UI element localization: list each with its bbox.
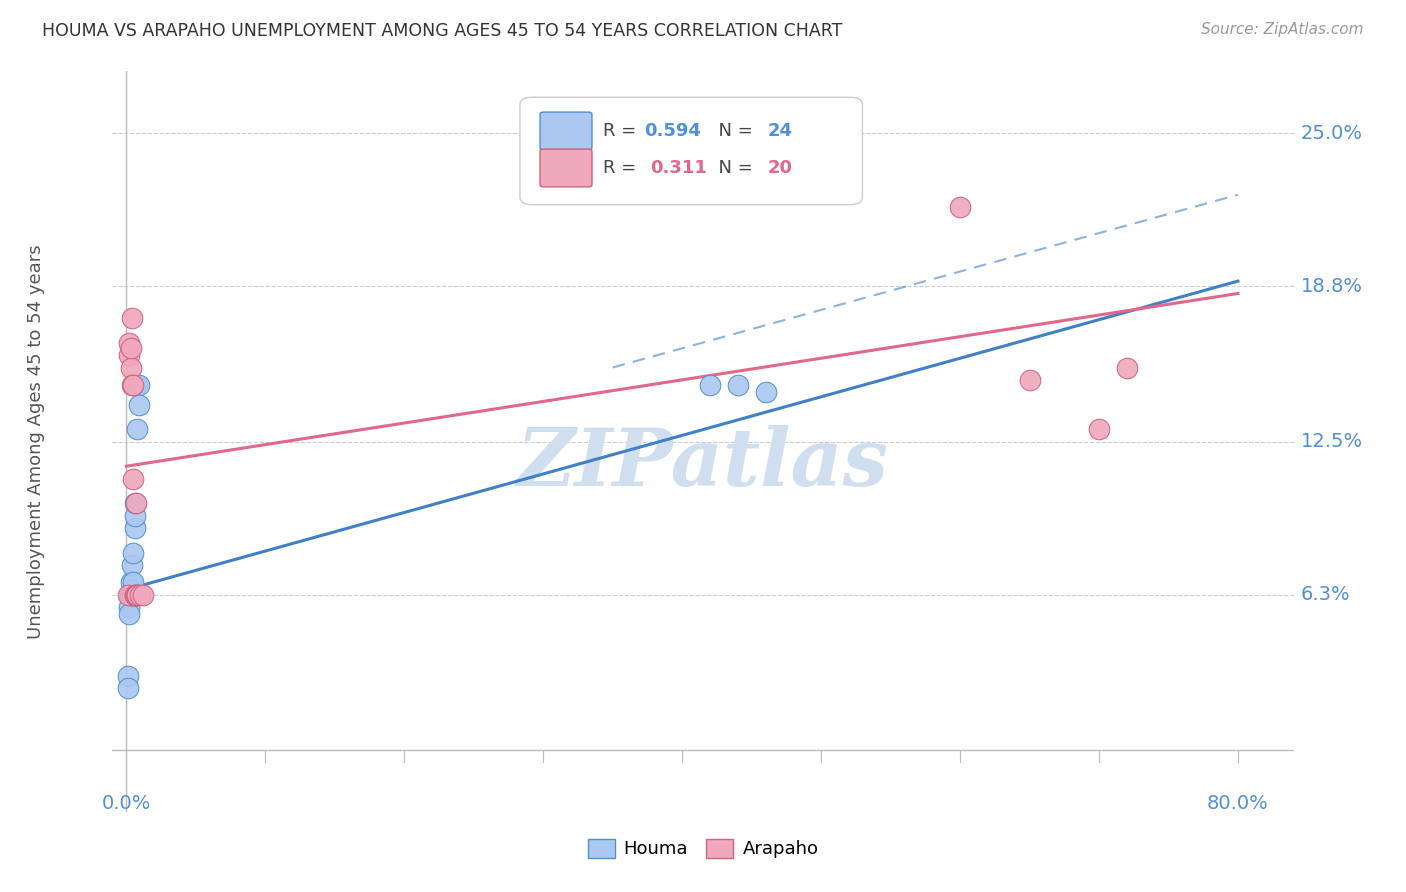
Text: 80.0%: 80.0% — [1208, 795, 1268, 814]
Point — [122, 472, 145, 486]
Legend: Houma, Arapaho: Houma, Arapaho — [581, 832, 825, 865]
Text: HOUMA VS ARAPAHO UNEMPLOYMENT AMONG AGES 45 TO 54 YEARS CORRELATION CHART: HOUMA VS ARAPAHO UNEMPLOYMENT AMONG AGES… — [42, 22, 842, 40]
Point — [118, 348, 141, 362]
Text: 18.8%: 18.8% — [1301, 277, 1362, 295]
Point — [124, 588, 146, 602]
Point — [129, 588, 152, 602]
Point — [949, 200, 972, 214]
Point — [1115, 360, 1137, 375]
Text: R =: R = — [603, 121, 641, 139]
Point — [754, 385, 776, 400]
Text: Unemployment Among Ages 45 to 54 years: Unemployment Among Ages 45 to 54 years — [27, 244, 45, 639]
Point — [132, 588, 155, 602]
FancyBboxPatch shape — [520, 97, 862, 204]
Point — [117, 588, 139, 602]
Point — [1018, 373, 1040, 387]
Point — [120, 575, 142, 590]
Point — [120, 360, 142, 375]
Point — [118, 599, 141, 614]
Point — [125, 496, 148, 510]
Point — [121, 558, 143, 572]
Text: 0.0%: 0.0% — [101, 795, 150, 814]
Text: N =: N = — [707, 121, 758, 139]
Text: 20: 20 — [768, 159, 793, 177]
Point — [118, 335, 141, 350]
Point — [124, 588, 146, 602]
Point — [118, 607, 141, 622]
Text: Source: ZipAtlas.com: Source: ZipAtlas.com — [1201, 22, 1364, 37]
Text: N =: N = — [707, 159, 758, 177]
Point — [124, 508, 146, 523]
Point — [121, 377, 143, 392]
Point — [699, 377, 721, 392]
Text: 0.594: 0.594 — [644, 121, 700, 139]
FancyBboxPatch shape — [540, 149, 592, 186]
Point — [122, 575, 145, 590]
Point — [117, 669, 139, 683]
Point — [127, 422, 149, 436]
Point — [120, 341, 142, 355]
Point — [122, 582, 145, 597]
Point — [121, 311, 143, 326]
Point — [120, 588, 142, 602]
Point — [727, 377, 749, 392]
Point — [124, 496, 146, 510]
Text: 25.0%: 25.0% — [1301, 124, 1362, 143]
Point — [128, 377, 150, 392]
Point — [121, 588, 143, 602]
Point — [122, 377, 145, 392]
Point — [125, 588, 148, 602]
Point — [127, 377, 149, 392]
Point — [125, 588, 148, 602]
Text: 6.3%: 6.3% — [1301, 585, 1350, 604]
Text: ZIPatlas: ZIPatlas — [517, 425, 889, 502]
Point — [122, 546, 145, 560]
Text: 12.5%: 12.5% — [1301, 432, 1362, 451]
Text: 0.311: 0.311 — [650, 159, 707, 177]
Point — [117, 681, 139, 696]
Point — [1088, 422, 1111, 436]
Point — [127, 588, 149, 602]
Point — [120, 588, 142, 602]
Text: 24: 24 — [768, 121, 793, 139]
Point — [124, 521, 146, 535]
FancyBboxPatch shape — [540, 112, 592, 150]
Point — [128, 398, 150, 412]
Point — [118, 588, 141, 602]
Text: R =: R = — [603, 159, 647, 177]
